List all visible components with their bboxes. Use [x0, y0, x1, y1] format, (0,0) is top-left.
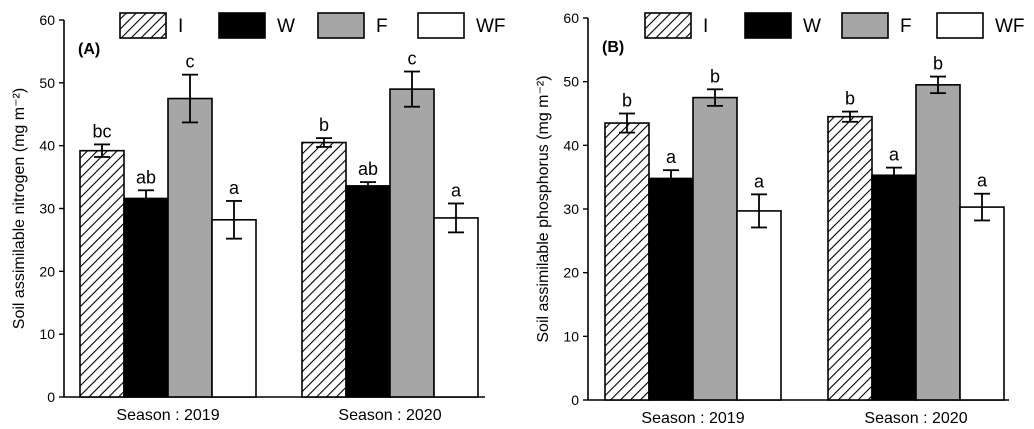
panel-b-y-tick-label: 40: [563, 137, 579, 153]
panel-a-y-tick-label: 20: [39, 263, 55, 279]
panel-a-legend-label-f: F: [376, 16, 388, 37]
panel-a-legend-label-w: W: [277, 16, 295, 37]
panel-a-y-axis-label: Soil assimilable nitrogen (mg m⁻²): [11, 88, 28, 329]
panel-a-bar-w: [123, 197, 169, 398]
panel-a-significance-label: ab: [358, 159, 378, 179]
panel-b-legend-label-f: F: [900, 16, 912, 37]
panel-b-legend-label-w: W: [803, 16, 821, 37]
panel-a-y-tick-label: 10: [39, 326, 55, 342]
panel-b-significance-label: a: [666, 147, 677, 167]
panel-b-bar-f: [915, 84, 961, 401]
panel-a-significance-label: c: [186, 52, 195, 72]
panel-a-bar-w: [345, 185, 391, 398]
panel-b-category-label: Season : 2020: [864, 410, 967, 427]
panel-b-bar-wf: [959, 206, 1005, 401]
panel-a-legend-swatch-i: [119, 12, 167, 39]
panel-b-y-tick-label: 20: [563, 265, 579, 281]
panel-b-y-tick-label: 60: [563, 10, 579, 26]
panel-a-significance-label: a: [451, 180, 462, 200]
panel-a-category-label: Season : 2020: [338, 407, 441, 424]
panel-b-y-tick-label: 10: [563, 328, 579, 344]
panel-a-bar-f: [167, 97, 213, 398]
panel-a-bar-wf: [433, 217, 479, 398]
panel-b-significance-label: a: [754, 171, 765, 191]
panel-a-significance-label: bc: [92, 121, 111, 141]
panel-a-y-tick-label: 0: [47, 389, 55, 405]
panel-b-category-label: Season : 2019: [641, 410, 744, 427]
panel-a-significance-label: a: [229, 178, 240, 198]
panel-a-panel-label: (A): [78, 41, 100, 58]
panel-a-category-label: Season : 2019: [116, 407, 219, 424]
panel-b-bar-f: [692, 96, 738, 401]
panel-b-y-tick-label: 0: [571, 392, 579, 408]
panel-a-significance-label: b: [319, 115, 329, 135]
panel-a-y-tick-label: 60: [39, 12, 55, 28]
panel-b-significance-label: a: [977, 171, 988, 191]
panel-b-legend-swatch-f: [841, 12, 889, 39]
panel-b-legend-label-wf: WF: [995, 16, 1025, 37]
panel-b-significance-label: b: [845, 89, 855, 109]
panel-a-legend-swatch-wf: [417, 12, 465, 39]
panel-a-bar-i: [301, 141, 347, 398]
panel-a-legend-swatch-w: [218, 12, 266, 39]
panel-b-bar-wf: [736, 210, 782, 401]
panel-a-y-tick-label: 40: [39, 138, 55, 154]
panel-a-bar-f: [389, 88, 435, 398]
panel-a-y-tick-label: 50: [39, 75, 55, 91]
panel-a-bar-i: [79, 149, 125, 398]
panel-b-legend-swatch-i: [644, 12, 692, 39]
panel-b-bar-w: [648, 177, 694, 401]
panel-b-significance-label: b: [933, 54, 943, 74]
panel-b-y-tick-label: 30: [563, 201, 579, 217]
panel-b-legend-label-i: I: [703, 16, 708, 37]
panel-b-panel-label: (B): [602, 39, 624, 56]
panel-b-significance-label: b: [710, 66, 720, 86]
panel-a-legend-swatch-f: [317, 12, 365, 39]
panel-b-y-axis-label: Soil assimilable phosphorus (mg m⁻²): [535, 75, 552, 342]
panel-a-y-tick-label: 30: [39, 201, 55, 217]
panel-b-bar-i: [827, 115, 873, 401]
panel-a-significance-label: c: [408, 49, 417, 69]
panel-a-legend-label-wf: WF: [476, 16, 506, 37]
panel-b-legend-swatch-w: [744, 12, 792, 39]
panel-b-significance-label: b: [622, 91, 632, 111]
panel-b-significance-label: a: [889, 145, 900, 165]
panel-b-y-tick-label: 50: [563, 74, 579, 90]
panel-a-significance-label: ab: [136, 167, 156, 187]
panel-b-legend-swatch-wf: [936, 12, 984, 39]
panel-b-bar-i: [604, 122, 650, 401]
panel-a-legend-label-i: I: [178, 16, 183, 37]
panel-b-bar-w: [871, 174, 917, 401]
panel-a-bar-wf: [211, 219, 257, 398]
